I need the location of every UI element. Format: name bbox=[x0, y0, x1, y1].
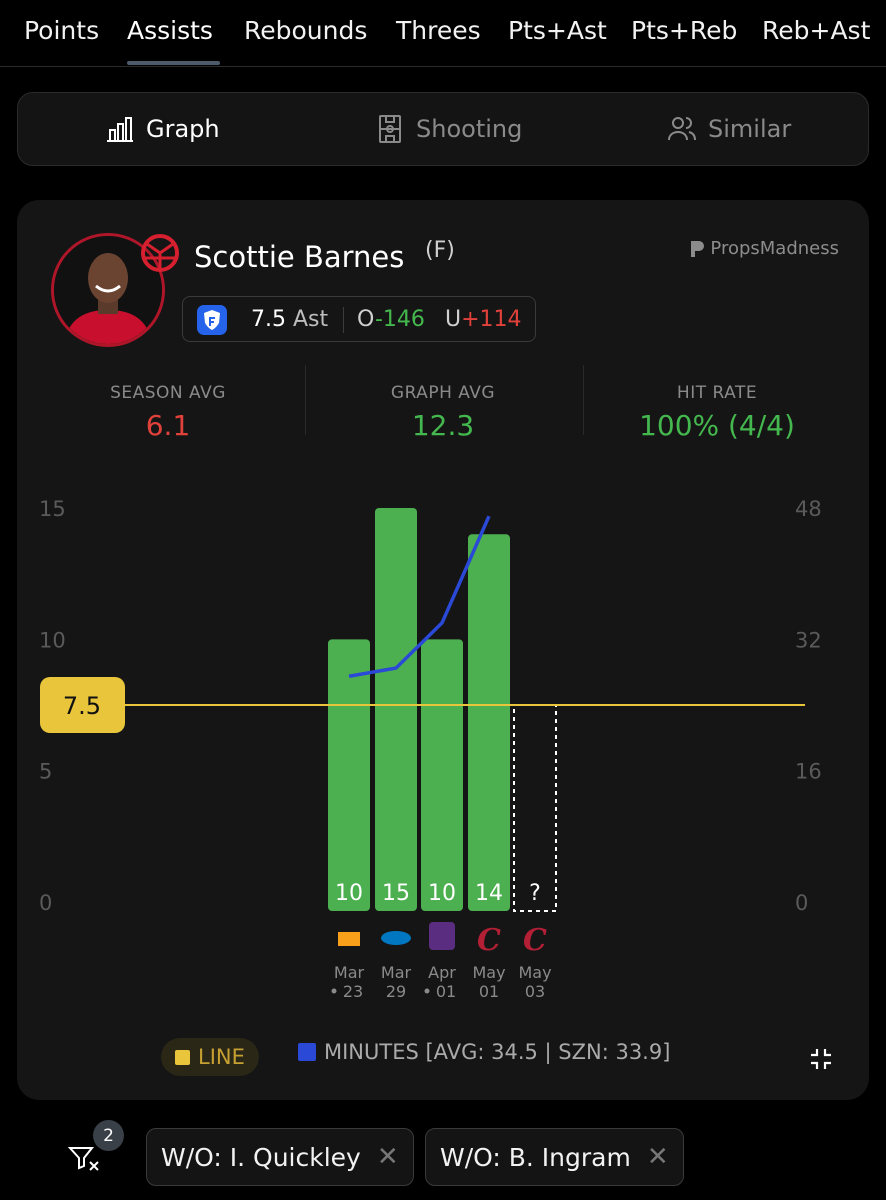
stat-tabs: Points Assists Rebounds Threes Pts+Ast P… bbox=[0, 0, 886, 67]
bar-value-label: 10 bbox=[428, 881, 456, 906]
assist-bar bbox=[421, 639, 463, 911]
stat-divider bbox=[583, 365, 584, 435]
active-tab-indicator bbox=[127, 61, 220, 65]
player-name: Scottie Barnes bbox=[194, 240, 405, 274]
over-odds: O-146 bbox=[357, 307, 425, 332]
assist-bar bbox=[328, 639, 370, 911]
cavaliers-logo-icon: C bbox=[523, 923, 547, 958]
legend-minutes-toggle[interactable]: MINUTES [AVG: 34.5 | SZN: 33.9] bbox=[298, 1040, 670, 1064]
left-axis-tick: 10 bbox=[39, 628, 66, 652]
propsmadness-logo-icon bbox=[691, 240, 705, 257]
game-month-label: May bbox=[518, 963, 551, 982]
game-day-label: 03 bbox=[525, 982, 545, 1001]
bar-value-label: 14 bbox=[475, 881, 503, 906]
tab-points[interactable]: Points bbox=[24, 16, 100, 45]
game-day-label: 29 bbox=[386, 982, 406, 1001]
season-avg-value: 6.1 bbox=[145, 409, 191, 442]
left-axis-tick: 5 bbox=[39, 760, 52, 784]
hit-rate-stat: HIT RATE 100% (4/4) bbox=[587, 383, 847, 442]
assists-chart: 151050483216010Mar2315Mar2910Apr0114CMay… bbox=[39, 497, 822, 1001]
player-avatar bbox=[51, 233, 165, 347]
hit-rate-value: 100% (4/4) bbox=[639, 409, 795, 442]
legend-minutes-label: MINUTES [AVG: 34.5 | SZN: 33.9] bbox=[324, 1040, 671, 1064]
game-month-label: Mar bbox=[334, 963, 365, 982]
game-marker-dot bbox=[331, 988, 337, 994]
filter-clear-icon[interactable] bbox=[66, 1140, 102, 1176]
prop-divider bbox=[343, 307, 344, 333]
minutes-line bbox=[348, 515, 491, 678]
game-day-label: 01 bbox=[436, 982, 456, 1001]
tab-threes[interactable]: Threes bbox=[396, 16, 481, 45]
bar-chart-icon bbox=[107, 117, 133, 142]
season-avg-label: SEASON AVG bbox=[110, 383, 226, 403]
filter-chip-quickley[interactable]: W/O: I. Quickley ✕ bbox=[146, 1128, 414, 1186]
filter-chip-ingram[interactable]: W/O: B. Ingram ✕ bbox=[425, 1128, 684, 1186]
bar-value-label: 10 bbox=[335, 881, 363, 906]
game-marker-dot bbox=[424, 988, 430, 994]
player-card: Scottie Barnes (F) PropsMadness 7.5 Ast … bbox=[17, 200, 869, 1100]
game-month-label: Apr bbox=[428, 963, 456, 982]
brand-logo: PropsMadness bbox=[688, 238, 839, 259]
pending-bar bbox=[513, 704, 557, 912]
view-switch: Graph Shooting Similar bbox=[17, 92, 869, 166]
court-icon bbox=[379, 115, 401, 143]
view-similar-label: Similar bbox=[708, 115, 792, 143]
view-shooting-label: Shooting bbox=[416, 115, 523, 143]
view-shooting-button[interactable]: Shooting bbox=[374, 93, 522, 165]
kings-logo-icon bbox=[429, 922, 455, 950]
player-position: (F) bbox=[425, 238, 455, 263]
prop-line-value: 7.5 Ast bbox=[251, 307, 329, 332]
sportsbook-shield-icon bbox=[197, 305, 227, 335]
view-similar-button[interactable]: Similar bbox=[666, 93, 791, 165]
right-axis-tick: 0 bbox=[795, 891, 808, 915]
view-graph-button[interactable]: Graph bbox=[104, 93, 220, 165]
brand-name: PropsMadness bbox=[710, 238, 839, 259]
assist-bar bbox=[468, 534, 510, 911]
graph-avg-label: GRAPH AVG bbox=[390, 383, 496, 403]
tab-reb-ast[interactable]: Reb+Ast bbox=[762, 16, 871, 45]
right-axis-tick: 32 bbox=[795, 628, 822, 652]
minutes-swatch bbox=[298, 1043, 316, 1061]
left-axis-tick: 0 bbox=[39, 891, 52, 915]
prop-line-badge bbox=[40, 677, 125, 733]
assist-bar bbox=[375, 508, 417, 911]
right-axis-tick: 16 bbox=[795, 760, 822, 784]
filter-chip-label: W/O: I. Quickley bbox=[161, 1142, 361, 1172]
season-avg-stat: SEASON AVG 6.1 bbox=[38, 383, 298, 442]
filter-chip-label: W/O: B. Ingram bbox=[440, 1142, 631, 1172]
remove-filter-icon[interactable]: ✕ bbox=[376, 1142, 399, 1172]
bar-value-label: ? bbox=[529, 881, 541, 906]
jazz-logo-icon bbox=[338, 932, 360, 946]
game-day-label: 01 bbox=[479, 982, 499, 1001]
legend-line-label: LINE bbox=[198, 1045, 245, 1069]
tab-assists[interactable]: Assists bbox=[127, 16, 213, 45]
game-month-label: May bbox=[472, 963, 505, 982]
filter-count-badge: 2 bbox=[93, 1120, 124, 1151]
stat-divider bbox=[305, 365, 306, 435]
cavaliers-logo-icon: C bbox=[477, 923, 501, 958]
tab-rebounds[interactable]: Rebounds bbox=[244, 16, 368, 45]
right-axis-tick: 48 bbox=[795, 497, 822, 521]
remove-filter-icon[interactable]: ✕ bbox=[646, 1142, 669, 1172]
game-day-label: 23 bbox=[343, 982, 363, 1001]
tab-pts-reb[interactable]: Pts+Reb bbox=[631, 16, 738, 45]
collapse-icon[interactable] bbox=[807, 1045, 835, 1073]
legend-line-toggle[interactable]: LINE bbox=[161, 1038, 259, 1076]
tab-pts-ast[interactable]: Pts+Ast bbox=[508, 16, 607, 45]
hit-rate-label: HIT RATE bbox=[676, 383, 758, 403]
prop-line-badge-label: 7.5 bbox=[63, 692, 101, 720]
raptors-logo-icon bbox=[141, 234, 179, 272]
users-icon bbox=[668, 117, 696, 141]
bar-value-label: 15 bbox=[382, 881, 410, 906]
line-swatch bbox=[175, 1049, 190, 1065]
view-graph-label: Graph bbox=[146, 115, 220, 143]
magic-logo-icon bbox=[381, 931, 411, 945]
prop-line-pill[interactable]: 7.5 Ast O-146 U+114 bbox=[182, 296, 536, 342]
graph-avg-stat: GRAPH AVG 12.3 bbox=[313, 383, 573, 442]
under-odds: U+114 bbox=[445, 307, 522, 332]
game-month-label: Mar bbox=[381, 963, 412, 982]
graph-avg-value: 12.3 bbox=[411, 409, 475, 442]
left-axis-tick: 15 bbox=[39, 497, 66, 521]
